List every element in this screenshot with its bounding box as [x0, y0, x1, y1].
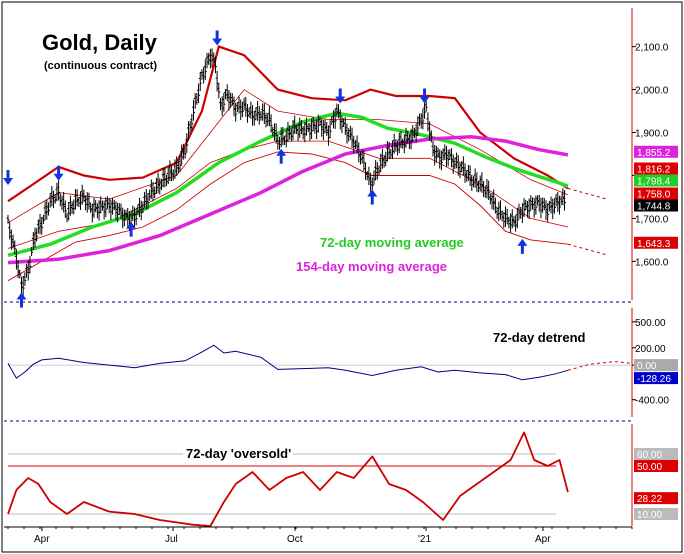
detrend-zero-tag: 0.00 [637, 361, 657, 372]
oversold-label: 72-day 'oversold' [186, 446, 291, 461]
price-tick-label: 1,700.0 [635, 214, 669, 225]
detrend-value-tag: -128.26 [637, 374, 671, 385]
price-tick-label: 2,000.0 [635, 86, 669, 97]
price-value-tag-bg [634, 199, 678, 212]
x-tick-label: '21 [418, 534, 431, 545]
annotation-154-day-ma: 154-day moving average [296, 259, 447, 274]
envelope-lower [7, 151, 568, 282]
oversold-label-bg [183, 444, 293, 462]
oversold-value-tag-bg [634, 460, 678, 472]
up-arrow-head-icon [276, 148, 287, 156]
detrend-value-tag-bg [634, 372, 678, 385]
envelope-projection-upper [567, 187, 607, 200]
price-value-tag-bg [634, 162, 678, 175]
detrend-line [7, 344, 569, 381]
price-value-tag: 1,816.2 [637, 165, 671, 176]
price-tick-label: 2,100.0 [635, 43, 669, 54]
down-arrow-head-icon [53, 173, 64, 181]
price-value-tag: 1,744.8 [637, 202, 671, 213]
oversold-value-tag: 50.00 [637, 462, 662, 473]
price-value-tag: 1,798.4 [637, 177, 671, 188]
oversold-value-tag-bg [634, 448, 678, 460]
detrend-zero-tag-bg [634, 359, 678, 372]
down-arrow-head-icon [419, 96, 430, 104]
down-arrow-head-icon [212, 38, 223, 46]
price-value-tag-bg [634, 187, 678, 200]
up-arrow-head-icon [517, 238, 528, 246]
envelope-upper [7, 45, 569, 203]
price-panel: 2,100.02,000.01,900.01,800.01,700.01,600… [3, 8, 678, 308]
ma-154-line [7, 135, 569, 265]
x-tick-label: Oct [287, 534, 303, 545]
detrend-projection [567, 361, 633, 371]
oversold-value-tag: 10.00 [637, 510, 662, 521]
detrend-panel: 500.00 200.00 -400.00 0.00 -128.26 [4, 308, 678, 422]
chart-subtitle: (continuous contract) [44, 60, 157, 72]
price-tick-label: 1,600.0 [635, 257, 669, 268]
price-tick-label: 1,900.0 [635, 129, 669, 140]
oversold-value-tag: 28.22 [637, 494, 662, 505]
x-tick-label: Jul [165, 534, 178, 545]
price-value-tag-bg [634, 236, 678, 249]
up-arrow-head-icon [126, 221, 137, 229]
up-arrow-head-icon [16, 292, 27, 300]
chart-title: Gold, Daily [42, 30, 158, 55]
x-tick-label: Apr [535, 534, 551, 545]
detrend-tick-label: 500.00 [635, 318, 666, 329]
detrend-tick-label: 200.00 [635, 344, 666, 355]
x-axis: Apr Jul Oct '21 Apr [4, 526, 633, 545]
envelope-projection-lower [567, 243, 607, 256]
price-value-tag-bg [634, 174, 678, 187]
up-arrow-head-icon [367, 189, 378, 197]
x-tick-label: Apr [34, 534, 50, 545]
price-value-tag: 1,758.0 [637, 190, 671, 201]
oversold-value-tag-bg [634, 492, 678, 505]
oversold-value-tag: 60.00 [637, 450, 662, 461]
down-arrow-head-icon [3, 178, 13, 186]
detrend-tick-label: -400.00 [635, 396, 669, 407]
down-arrow-head-icon [335, 96, 346, 104]
price-value-tag-bg [634, 145, 678, 158]
price-value-tag: 1,643.3 [637, 239, 671, 250]
annotation-72-day-ma: 72-day moving average [320, 235, 464, 250]
detrend-label: 72-day detrend [493, 330, 586, 345]
oversold-line [7, 431, 569, 527]
oversold-value-tag-bg [634, 508, 678, 520]
price-value-tag: 1,855.2 [637, 148, 671, 159]
